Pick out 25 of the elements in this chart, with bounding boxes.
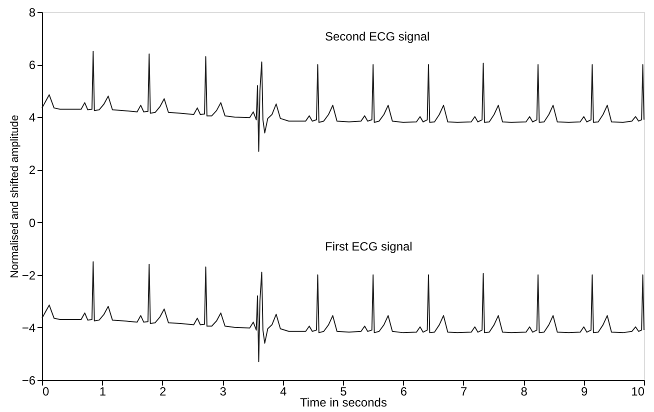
line-series xyxy=(42,261,644,362)
x-tick-label: 0 xyxy=(42,384,50,398)
series-label: Second ECG signal xyxy=(325,29,430,44)
x-tick-label: 3 xyxy=(220,384,227,398)
x-axis-title: Time in seconds xyxy=(300,396,387,410)
y-axis-title: Normalised and shifted amplitude xyxy=(8,114,21,278)
x-tick-label: 10 xyxy=(631,384,645,398)
x-tick-label: 6 xyxy=(400,384,408,398)
line-series xyxy=(42,50,644,152)
x-tick-label: 4 xyxy=(280,384,287,398)
x-tick-label: 7 xyxy=(460,384,468,398)
y-tick-label: 4 xyxy=(28,110,36,125)
y-tick-label: −4 xyxy=(22,320,36,335)
x-tick-label: 2 xyxy=(160,384,167,398)
x-tick-label: 9 xyxy=(580,384,588,398)
y-tick-label: 2 xyxy=(28,163,36,178)
series-label: First ECG signal xyxy=(325,240,412,254)
y-tick-label: −6 xyxy=(22,374,36,388)
y-tick-label: 0 xyxy=(28,216,36,230)
y-tick-label: 6 xyxy=(28,58,36,72)
x-tick-label: 8 xyxy=(520,384,528,398)
x-tick-label: 5 xyxy=(340,384,348,398)
y-tick-label: −2 xyxy=(22,268,36,282)
x-tick-label: 1 xyxy=(99,384,106,398)
y-tick-label: 8 xyxy=(28,6,36,20)
